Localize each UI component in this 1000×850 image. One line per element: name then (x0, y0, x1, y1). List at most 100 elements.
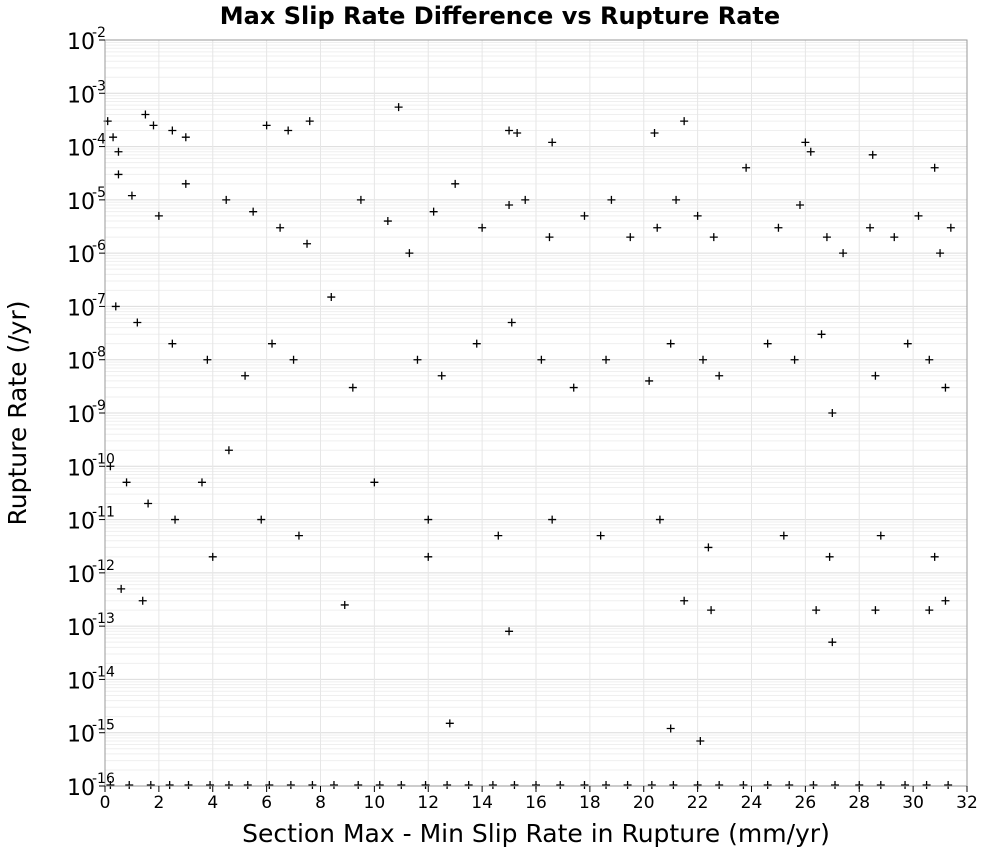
floor-point (580, 781, 589, 789)
data-point (946, 223, 955, 232)
x-tick-label: 20 (633, 793, 655, 813)
floor-point (602, 781, 611, 789)
floor-point (375, 781, 384, 789)
data-point (478, 223, 487, 232)
y-tick-exponent: -11 (92, 505, 115, 521)
y-tick-exponent: -9 (92, 398, 106, 414)
floor-point (308, 781, 317, 789)
y-tick-exponent: -2 (92, 25, 106, 41)
floor-point (715, 781, 724, 789)
data-point (812, 606, 821, 615)
x-tick-label: 6 (261, 793, 272, 813)
data-point (545, 233, 554, 242)
data-point (114, 170, 123, 179)
data-point (394, 103, 403, 112)
data-point (208, 552, 217, 561)
x-tick-label: 24 (741, 793, 763, 813)
data-point (580, 211, 589, 220)
floor-point (647, 781, 656, 789)
data-point (774, 223, 783, 232)
x-tick-label: 4 (207, 793, 218, 813)
data-point (779, 531, 788, 540)
data-point (930, 163, 939, 172)
data-point (699, 355, 708, 364)
data-point (451, 179, 460, 188)
data-point (181, 179, 190, 188)
data-point (445, 719, 454, 728)
data-point (521, 195, 530, 204)
data-point (866, 223, 875, 232)
y-tick-exponent: -4 (92, 132, 106, 148)
data-point (262, 121, 271, 130)
floor-point (510, 781, 519, 789)
data-point (472, 339, 481, 348)
data-point (693, 211, 702, 220)
data-point (548, 138, 557, 147)
data-point (222, 195, 231, 204)
data-point (839, 249, 848, 258)
data-point (168, 126, 177, 135)
floor-point (556, 781, 565, 789)
data-point (294, 531, 303, 540)
data-point (680, 596, 689, 605)
y-tick-label: 10 (67, 776, 95, 801)
data-point (303, 239, 312, 248)
floor-point (165, 781, 174, 789)
x-axis-label: Section Max - Min Slip Rate in Rupture (… (242, 819, 830, 848)
y-tick-exponent: -12 (92, 558, 115, 574)
data-point (645, 376, 654, 385)
floor-point (763, 781, 772, 789)
data-point (666, 724, 675, 733)
data-point (133, 318, 142, 327)
data-point (936, 249, 945, 258)
y-tick-label: 10 (67, 669, 95, 694)
y-tick-label: 10 (67, 243, 95, 268)
data-point (914, 211, 923, 220)
data-points (103, 103, 955, 789)
data-point (356, 195, 365, 204)
data-point (149, 121, 158, 130)
x-tick-label: 32 (956, 793, 978, 813)
floor-point (146, 781, 155, 789)
data-point (154, 211, 163, 220)
data-point (925, 355, 934, 364)
floor-point (739, 781, 748, 789)
floor-point (785, 781, 794, 789)
y-axis-ticks: 10-210-310-410-510-610-710-810-910-1010-… (67, 25, 115, 801)
y-tick-exponent: -3 (92, 78, 106, 94)
floor-point (421, 781, 430, 789)
floor-point (809, 781, 818, 789)
data-point (871, 606, 880, 615)
x-tick-label: 10 (364, 793, 386, 813)
floor-point (184, 781, 193, 789)
data-point (868, 150, 877, 159)
data-point (795, 201, 804, 210)
data-point (596, 531, 605, 540)
data-point (424, 515, 433, 524)
y-tick-label: 10 (67, 350, 95, 375)
floor-point (397, 781, 406, 789)
data-point (871, 371, 880, 380)
data-point (117, 584, 126, 593)
x-tick-label: 12 (417, 793, 439, 813)
data-point (340, 600, 349, 609)
y-tick-label: 10 (67, 510, 95, 535)
x-tick-label: 0 (100, 793, 111, 813)
data-point (405, 249, 414, 258)
y-tick-label: 10 (67, 723, 95, 748)
floor-point (623, 781, 632, 789)
y-tick-exponent: -14 (92, 664, 115, 680)
data-point (828, 638, 837, 647)
data-point (197, 478, 206, 487)
floor-point (669, 781, 678, 789)
data-point (106, 462, 115, 471)
data-point (941, 596, 950, 605)
data-point (437, 371, 446, 380)
x-axis-ticks: 0 2 4 6 8 10 12 14 16 18 20 22 24 26 28 30 32 (100, 786, 978, 813)
data-point (655, 515, 664, 524)
data-point (653, 223, 662, 232)
y-axis-label: Rupture Rate (/yr) (3, 301, 32, 526)
data-point (742, 163, 751, 172)
data-point (672, 195, 681, 204)
data-point (507, 318, 516, 327)
